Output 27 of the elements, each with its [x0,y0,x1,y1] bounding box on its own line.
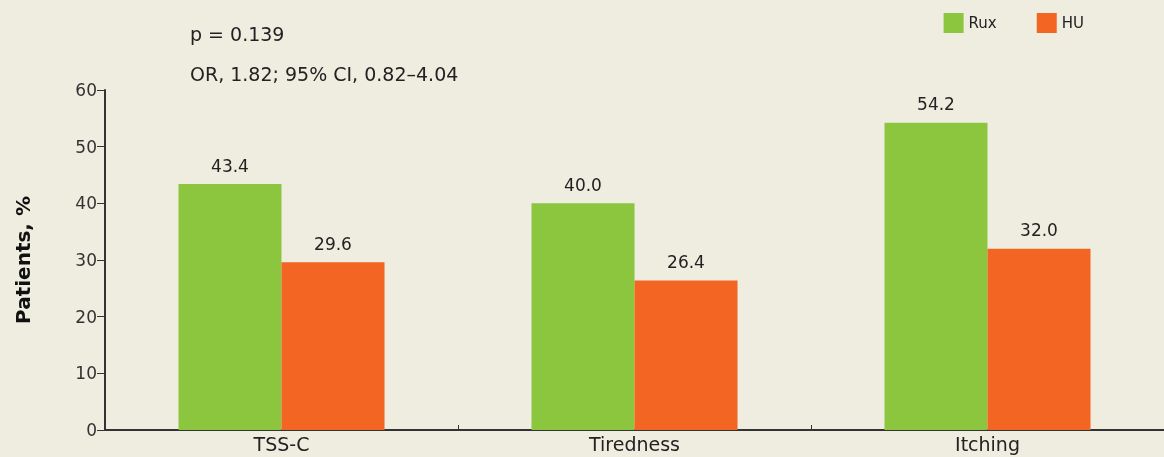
x-tick-label: TSS-C [252,432,310,455]
legend-label: Rux [968,14,997,32]
data-label: 40.0 [564,174,602,195]
bar [634,280,738,430]
y-tick-label: 20 [75,306,97,327]
y-tick-label: 0 [86,420,97,440]
bar [987,248,1091,430]
data-label: 26.4 [667,251,705,272]
text: OR, 1.82; 95% CI, 0.82–4.04 [190,62,459,85]
y-tick-label: 50 [75,136,97,157]
y-axis-title: Patients, % [11,196,35,324]
text: p = 0.139 [190,22,285,45]
y-tick-label: 30 [75,250,97,270]
y-tick-label: 10 [75,363,97,384]
data-label: 29.6 [314,233,352,254]
x-tick-label: Itching [955,432,1020,455]
bar [884,122,988,430]
x-tick-label: Tiredness [588,432,680,455]
legend-label: HU [1061,14,1085,32]
data-label: 43.4 [211,155,249,176]
y-tick-label: 40 [75,193,97,214]
bar [531,203,635,430]
data-label: 54.2 [917,94,955,115]
bar [281,262,385,430]
data-label: 32.0 [1020,220,1058,241]
bar [178,184,282,430]
y-tick-label: 60 [75,80,97,100]
